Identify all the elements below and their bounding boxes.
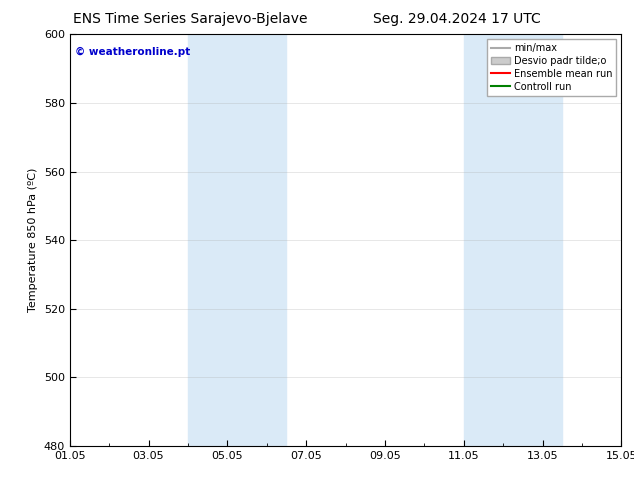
Bar: [188, 34, 287, 446]
Text: © weatheronline.pt: © weatheronline.pt: [75, 47, 190, 57]
Text: Seg. 29.04.2024 17 UTC: Seg. 29.04.2024 17 UTC: [373, 12, 540, 26]
Bar: [463, 34, 562, 446]
Text: ENS Time Series Sarajevo-Bjelave: ENS Time Series Sarajevo-Bjelave: [73, 12, 307, 26]
Legend: min/max, Desvio padr tilde;o, Ensemble mean run, Controll run: min/max, Desvio padr tilde;o, Ensemble m…: [487, 39, 616, 96]
Y-axis label: Temperature 850 hPa (ºC): Temperature 850 hPa (ºC): [28, 168, 38, 312]
